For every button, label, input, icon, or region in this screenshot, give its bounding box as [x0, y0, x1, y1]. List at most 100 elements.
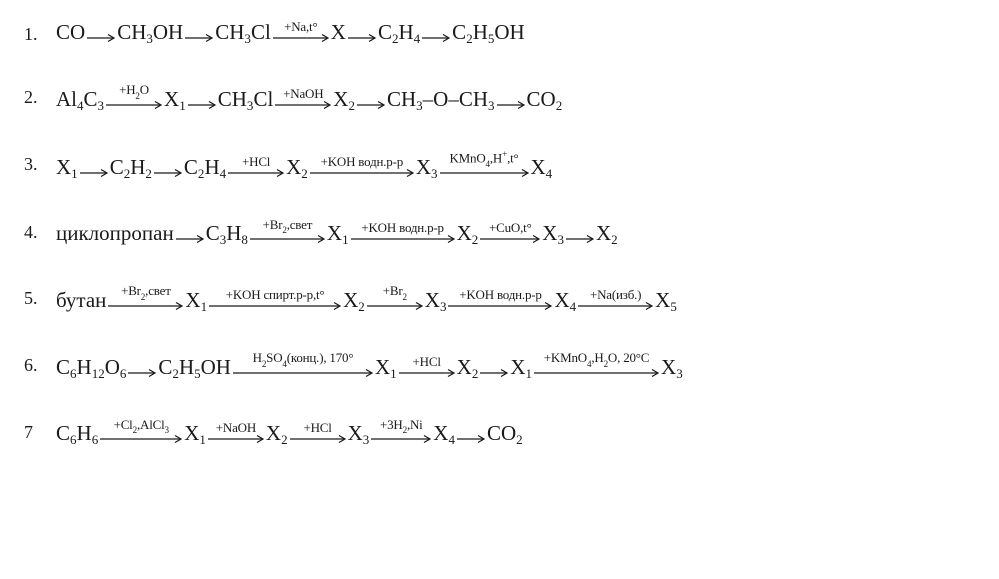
species: X3: [661, 357, 683, 380]
species: X1: [56, 157, 78, 180]
species: X1: [164, 89, 186, 112]
reaction-arrow: +KOH водн.р-р: [448, 288, 552, 313]
arrow-icon: [310, 166, 414, 180]
species: C6H12O6: [56, 357, 126, 380]
arrow-icon: [440, 166, 529, 180]
species: X2: [266, 423, 288, 446]
problem-number: 5.: [24, 284, 56, 309]
arrow-icon: [80, 166, 108, 180]
reaction-arrow: [128, 366, 156, 380]
problem-row: 1.CO CH3OH CH3Cl+Na,t° X C2H4 C2H5OH: [24, 20, 975, 45]
species: C2H4: [378, 22, 420, 45]
arrow-icon: [371, 432, 431, 446]
species: C3H8: [206, 223, 248, 246]
species: X3: [425, 290, 447, 313]
arrow-icon: [566, 232, 594, 246]
reaction-arrow: [457, 432, 485, 446]
species: X5: [655, 290, 677, 313]
problem-number: 7: [24, 418, 56, 443]
reaction-arrow: [497, 98, 525, 112]
reaction-chain: C6H6+Cl2,AlCl3 X1+NaOH X2+HCl X3+3H2,Ni …: [56, 418, 523, 447]
species: X2: [457, 223, 479, 246]
species: CO: [56, 22, 85, 45]
arrow-icon: [209, 299, 341, 313]
species: X2: [343, 290, 365, 313]
reaction-arrow: [188, 98, 216, 112]
problem-row: 4.циклопропан C3H8+Br2,свет X1+KOH водн.…: [24, 218, 975, 247]
species: X1: [375, 357, 397, 380]
arrow-icon: [154, 166, 182, 180]
species: CH3–O–CH3: [387, 89, 495, 112]
problem-number: 1.: [24, 20, 56, 45]
arrow-icon: [87, 31, 115, 45]
arrow-icon: [290, 432, 346, 446]
arrow-icon: [176, 232, 204, 246]
arrow-icon: [185, 31, 213, 45]
arrow-icon: [422, 31, 450, 45]
species: бутан: [56, 290, 106, 313]
species: X4: [433, 423, 455, 446]
arrow-icon: [480, 366, 508, 380]
arrow-icon: [480, 232, 540, 246]
arrow-icon: [578, 299, 653, 313]
reaction-arrow: [348, 31, 376, 45]
reaction-arrow: +H2O: [106, 83, 162, 112]
reaction-arrow: [566, 232, 594, 246]
reaction-arrow: KMnO4,H+,t°: [440, 150, 529, 180]
species: Al4C3: [56, 89, 104, 112]
problem-row: 6.C6H12O6 C2H5OHH2SO4(конц.), 170° X1+HC…: [24, 351, 975, 380]
reaction-arrow: +Na,t°: [273, 20, 329, 45]
reaction-chain: циклопропан C3H8+Br2,свет X1+KOH водн.р-…: [56, 218, 618, 247]
reaction-arrow: +CuO,t°: [480, 221, 540, 246]
arrow-icon: [367, 299, 423, 313]
arrow-icon: [233, 366, 373, 380]
species: CO2: [527, 89, 563, 112]
reaction-arrow: +HCl: [290, 421, 346, 446]
reaction-arrow: +Br2,свет: [250, 218, 325, 247]
species: X3: [348, 423, 370, 446]
species: X1: [327, 223, 349, 246]
species: X4: [554, 290, 576, 313]
reaction-arrow: [176, 232, 204, 246]
species: C6H6: [56, 423, 98, 446]
arrow-icon: [273, 31, 329, 45]
reaction-arrow: [87, 31, 115, 45]
reaction-arrow: +Cl2,AlCl3: [100, 418, 182, 447]
species: X3: [416, 157, 438, 180]
species: C2H5OH: [158, 357, 231, 380]
species: X2: [333, 89, 355, 112]
arrow-icon: [100, 432, 182, 446]
arrow-icon: [497, 98, 525, 112]
problem-number: 3.: [24, 150, 56, 175]
reaction-arrow: +KOH спирт.р-р,t°: [209, 288, 341, 313]
species: CH3Cl: [218, 89, 274, 112]
reaction-arrow: +Br2: [367, 284, 423, 313]
species: CO2: [487, 423, 523, 446]
species: X2: [286, 157, 308, 180]
arrow-icon: [348, 31, 376, 45]
arrow-icon: [208, 432, 264, 446]
arrow-icon: [357, 98, 385, 112]
species: C2H2: [110, 157, 152, 180]
reaction-arrow: +KOH водн.р-р: [310, 155, 414, 180]
species: X2: [596, 223, 618, 246]
reaction-arrow: [357, 98, 385, 112]
reaction-arrow: +HCl: [399, 355, 455, 380]
reaction-arrow: [154, 166, 182, 180]
reaction-arrow: +NaOH: [275, 87, 331, 112]
reaction-arrow: [80, 166, 108, 180]
species: C2H4: [184, 157, 226, 180]
reaction-chain: Al4C3+H2O X1 CH3Cl+NaOH X2 CH3–O–CH3 CO2: [56, 83, 562, 112]
reaction-arrow: [480, 366, 508, 380]
species: X1: [510, 357, 532, 380]
arrow-icon: [351, 232, 455, 246]
arrow-icon: [275, 98, 331, 112]
reaction-arrow: +KOH водн.р-р: [351, 221, 455, 246]
species: X: [331, 22, 346, 45]
reaction-chain: CO CH3OH CH3Cl+Na,t° X C2H4 C2H5OH: [56, 20, 525, 45]
arrow-icon: [188, 98, 216, 112]
problem-number: 4.: [24, 218, 56, 243]
problem-row: 3.X1 C2H2 C2H4+HCl X2+KOH водн.р-р X3KMn…: [24, 150, 975, 180]
species: X1: [185, 290, 207, 313]
reaction-arrow: [185, 31, 213, 45]
